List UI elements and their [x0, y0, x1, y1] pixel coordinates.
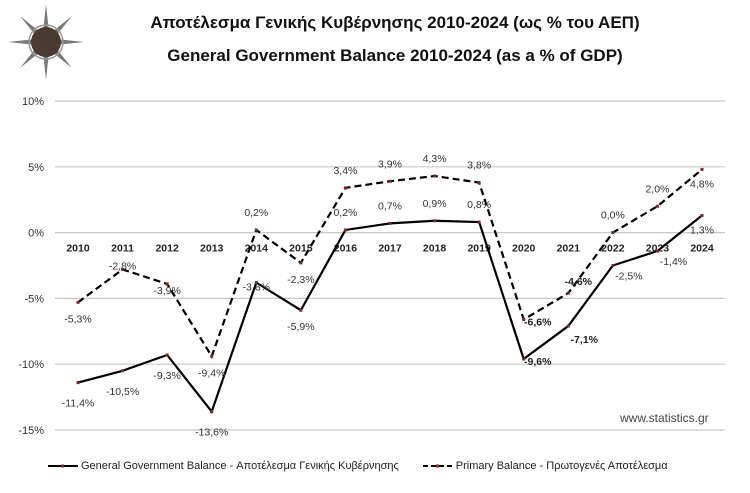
data-label-general-balance: -13,6% — [195, 427, 228, 439]
primary-balance-line — [77, 168, 703, 359]
data-label-general-balance: 0,2% — [333, 207, 357, 219]
x-tick-label: 2012 — [155, 243, 179, 255]
x-tick-label: 2020 — [512, 243, 536, 255]
data-label-general-balance: -11,4% — [62, 398, 95, 410]
data-point-marker — [210, 354, 214, 358]
data-label-general-balance: -9,6% — [524, 356, 552, 368]
x-tick-label: 2022 — [601, 243, 625, 255]
data-label-primary-balance: 4,8% — [690, 178, 714, 190]
data-point-marker — [165, 353, 169, 357]
data-label-primary-balance: -4,6% — [565, 276, 593, 288]
x-tick-label: 2013 — [200, 243, 224, 255]
data-point-marker — [655, 249, 659, 253]
x-tick-label: 2021 — [557, 243, 581, 255]
chart-title-greek: Αποτέλεσμα Γενικής Κυβέρνησης 2010-2024 … — [150, 13, 640, 32]
data-point-marker — [299, 261, 303, 265]
legend-item-general-balance: General Government Balance - Αποτέλεσμα … — [48, 460, 399, 472]
y-tick-label: -10% — [18, 359, 44, 371]
data-point-marker — [388, 179, 392, 183]
legend-label: Primary Balance - Πρωτογενές Αποτέλεσμα — [455, 460, 668, 472]
data-point-marker — [522, 317, 526, 321]
data-point-marker — [433, 219, 437, 223]
x-tick-label: 2018 — [423, 243, 447, 255]
legend-label: General Government Balance - Αποτέλεσμα … — [81, 460, 399, 472]
data-point-marker — [700, 167, 704, 171]
x-tick-label: 2024 — [690, 243, 714, 255]
data-label-general-balance: 0,9% — [423, 198, 447, 210]
data-point-marker — [566, 324, 570, 328]
data-point-marker — [121, 369, 125, 373]
data-point-marker — [477, 220, 481, 224]
data-label-primary-balance: 3,4% — [333, 165, 357, 177]
data-point-marker — [655, 204, 659, 208]
chart-title-english: General Government Balance 2010-2024 (as… — [167, 46, 623, 65]
data-label-primary-balance: -2,3% — [287, 274, 314, 286]
x-tick-label: 2011 — [111, 243, 134, 255]
data-label-general-balance: 0,7% — [378, 200, 402, 212]
solid-line-swatch-icon — [48, 464, 78, 468]
source-label: www.statistics.gr — [620, 411, 709, 425]
x-tick-label: 2015 — [289, 243, 313, 255]
y-tick-label: 10% — [22, 96, 44, 108]
data-point-marker — [611, 264, 615, 267]
legend-item-primary-balance: Primary Balance - Πρωτογενές Αποτέλεσμα — [422, 460, 668, 472]
data-point-marker — [700, 213, 704, 217]
data-label-general-balance: 0,8% — [467, 199, 491, 211]
data-label-primary-balance: -9,4% — [198, 367, 225, 379]
data-point-marker — [388, 221, 392, 225]
data-label-primary-balance: -6,6% — [524, 316, 552, 328]
data-point-marker — [210, 410, 214, 414]
data-point-marker — [566, 291, 570, 295]
data-label-general-balance: -2,5% — [615, 271, 642, 283]
data-label-general-balance: -9,3% — [153, 370, 180, 382]
data-point-marker — [121, 267, 125, 271]
data-point-marker — [477, 181, 481, 185]
dashed-line-swatch-icon — [422, 464, 453, 468]
data-point-marker — [343, 228, 347, 232]
x-tick-label: 2016 — [334, 243, 358, 255]
data-point-marker — [611, 231, 615, 235]
data-point-marker — [522, 357, 526, 361]
x-tick-label: 2017 — [378, 243, 402, 255]
data-label-primary-balance: 4,3% — [423, 153, 447, 165]
data-label-general-balance: -10,5% — [106, 386, 139, 398]
data-label-general-balance: -5,9% — [287, 321, 314, 333]
x-tick-label: 2014 — [245, 243, 269, 255]
data-label-general-balance: -1,4% — [660, 256, 687, 268]
data-point-marker — [165, 282, 169, 286]
data-point-marker — [76, 300, 80, 304]
data-label-primary-balance: -5,3% — [64, 313, 91, 325]
y-tick-label: 5% — [28, 162, 44, 174]
data-label-primary-balance: 0,0% — [601, 210, 625, 222]
y-tick-label: -15% — [18, 425, 44, 437]
data-label-general-balance: 1,3% — [690, 224, 714, 236]
data-point-marker — [343, 186, 347, 190]
data-label-primary-balance: 3,9% — [378, 158, 402, 170]
data-point-marker — [433, 174, 437, 178]
elstat-logo-icon — [6, 2, 86, 82]
data-label-general-balance: -3,8% — [243, 282, 270, 294]
x-tick-label: 2010 — [66, 243, 90, 255]
data-label-primary-balance: -2,8% — [109, 260, 136, 272]
data-point-marker — [76, 381, 80, 385]
y-tick-label: 0% — [28, 228, 44, 240]
data-label-primary-balance: 3,8% — [467, 160, 491, 172]
data-point-marker — [254, 228, 258, 232]
data-label-primary-balance: -3,9% — [153, 285, 180, 297]
data-point-marker — [254, 281, 258, 285]
y-tick-label: -5% — [24, 293, 44, 305]
x-tick-label: 2019 — [467, 243, 491, 255]
data-point-marker — [299, 308, 303, 312]
chart-legend: General Government Balance - Αποτέλεσμα … — [48, 460, 668, 472]
data-label-primary-balance: 2,0% — [645, 183, 669, 195]
data-label-general-balance: -7,1% — [571, 334, 599, 346]
data-label-primary-balance: 0,2% — [244, 207, 268, 219]
